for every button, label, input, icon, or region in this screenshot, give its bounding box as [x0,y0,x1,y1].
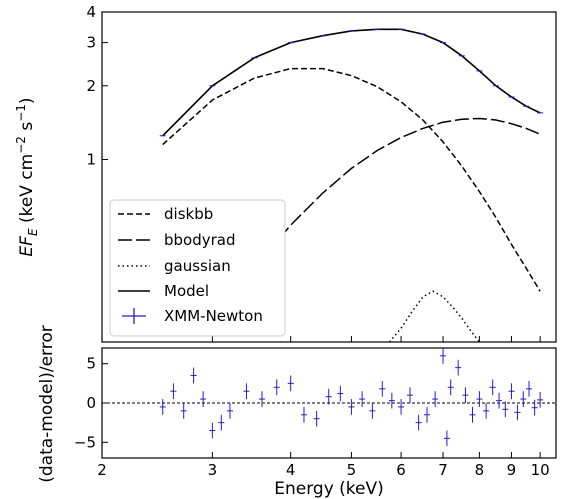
ylabel-sub: E [26,228,40,236]
bottom-panel-series [102,348,556,447]
legend-label-xmm-newton: XMM-Newton [164,307,263,325]
top-panel-y-axis-ticks: 1 2 3 4 [86,3,541,342]
ylabel-post: ) [17,97,37,104]
legend-frame [109,199,286,337]
x-tick-label: 5 [347,461,357,479]
bottom-panel-y-axis-ticks: 5 0 −5 [74,355,108,451]
bottom-panel-x-axis-ticks: 2 3 4 5 6 7 8 9 10 [97,452,550,479]
x-tick-label: 7 [438,461,448,479]
x-tick-label: 2 [97,461,107,479]
x-tick-label: 6 [396,461,406,479]
x-axis-label: Energy (keV) [274,479,384,499]
series-line-bbodyrad [211,117,541,324]
x-tick-label: 4 [286,461,296,479]
bottom-y-tick-label: −5 [74,433,96,451]
legend: diskbb bbodyrad gaussian Model XMM-Newto… [109,199,286,337]
x-tick-label: 3 [208,461,218,479]
ylabel-exp-2: −1 [14,104,28,122]
x-tick-label: 10 [531,461,550,479]
top-panel-frame [101,11,557,343]
ylabel-exp-1: −2 [14,136,28,154]
series-line-diskbb [162,67,541,292]
ylabel-main: EF [17,236,37,257]
top-y-tick-label: 4 [86,3,96,21]
top-panel-y-axis-label: EFE (keV cm−2 s−1) [14,97,40,256]
series-line-gaussian [388,290,480,343]
top-y-tick-label: 2 [86,77,96,95]
series-line-model [162,28,541,137]
x-tick-label: 8 [475,461,485,479]
top-y-tick-label: 1 [86,151,96,169]
x-tick-label: 9 [507,461,517,479]
legend-label-gaussian: gaussian [164,257,231,275]
bottom-y-tick-label: 5 [86,355,96,373]
bottom-y-tick-label: 0 [86,394,96,412]
legend-label-diskbb: diskbb [164,205,213,223]
ylabel-mid: s [17,122,37,136]
legend-label-bbodyrad: bbodyrad [164,231,236,249]
top-panel-series [159,28,544,343]
bottom-panel-y-axis-label: (data-model)/error [37,325,57,483]
ylabel-units-pre: (keV cm [17,154,37,229]
legend-label-model: Model [164,282,209,300]
top-y-tick-label: 3 [86,34,96,52]
